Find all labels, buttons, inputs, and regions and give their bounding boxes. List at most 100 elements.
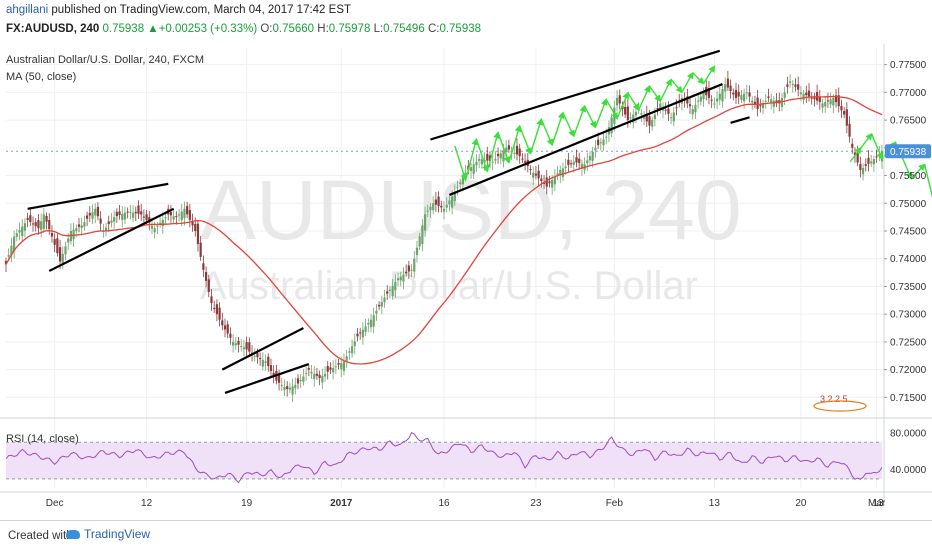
candle-body	[388, 289, 392, 292]
candle-body	[834, 95, 838, 103]
trendline	[730, 116, 750, 124]
candle-body	[164, 217, 167, 219]
candle-body	[145, 214, 148, 220]
trendlines[interactable]	[27, 49, 750, 394]
candle-body	[732, 92, 735, 95]
candle-body	[513, 152, 516, 154]
candle-body	[675, 107, 678, 109]
candle-body	[348, 351, 351, 353]
candle-body	[126, 211, 129, 213]
published-text: published on TradingView.com, March 04, …	[51, 4, 352, 16]
zigzag-arrow	[573, 104, 586, 137]
candle-body	[45, 215, 48, 222]
candle-body	[564, 166, 567, 169]
tradingview-logo[interactable]: TradingView	[66, 527, 150, 541]
candle-body	[707, 88, 711, 98]
zigzag-arrow	[562, 112, 575, 138]
close-label: C:	[427, 23, 440, 35]
candle-body	[859, 163, 862, 170]
candle-body	[718, 93, 721, 100]
candle-body	[445, 204, 448, 208]
candle-body	[807, 90, 811, 97]
candle-body	[242, 347, 246, 350]
last-price-badge-text: 0.75938	[890, 147, 927, 158]
candle-body	[215, 304, 218, 315]
candle-body	[294, 384, 297, 389]
candle-body	[713, 103, 716, 105]
rsi-legend: RSI (14, close)	[6, 433, 79, 445]
candle-body	[13, 236, 16, 252]
candle-body	[240, 346, 243, 348]
author-link[interactable]: ahgillani	[6, 4, 49, 16]
candle-body	[199, 242, 202, 257]
candle-body	[502, 150, 505, 162]
price-pane	[4, 49, 932, 402]
candle-body	[667, 108, 670, 114]
candle-body	[670, 117, 673, 119]
moving-average-line	[5, 95, 883, 365]
candle-body	[413, 258, 416, 272]
candle-body	[334, 366, 337, 368]
candle-body	[559, 170, 562, 176]
time-tick-label: 13	[872, 498, 884, 509]
series-name: Australian Dollar/U.S. Dollar, 240, FXCM	[6, 54, 204, 66]
chart-area[interactable]: AUDUSD, 240 Australian Dollar/U.S. Dolla…	[0, 44, 932, 520]
candle-body	[702, 92, 705, 99]
symbol-label[interactable]: FX:AUDUSD, 240	[6, 23, 100, 35]
zigzag-arrow	[659, 78, 672, 102]
candle-body	[172, 216, 175, 220]
price-tick-label: 0.72500	[890, 337, 927, 348]
candle-body	[332, 367, 335, 373]
candle-body	[272, 372, 275, 376]
candle-body	[323, 373, 327, 377]
candle-body	[837, 95, 840, 107]
candle-body	[53, 239, 56, 245]
price-tick-label: 0.74500	[890, 227, 927, 238]
candle-body	[129, 212, 132, 214]
candle-body	[169, 212, 173, 216]
zigzag-arrow	[486, 131, 500, 172]
candle-body	[724, 84, 727, 92]
zigzag-arrow	[475, 139, 489, 173]
candle-body	[699, 96, 702, 102]
candle-body	[4, 260, 8, 265]
candle-body	[10, 245, 13, 256]
candle-body	[315, 373, 319, 376]
candle-body	[545, 177, 548, 187]
candle-body	[131, 212, 135, 218]
zigzag-arrows[interactable]	[454, 65, 932, 231]
candle-body	[256, 353, 259, 358]
candle-body	[710, 99, 713, 101]
forecast-arrow	[849, 146, 862, 163]
candle-body	[288, 387, 291, 390]
candle-body	[518, 148, 521, 157]
candle-body	[532, 172, 535, 178]
rsi-pane	[5, 432, 883, 484]
rsi-axis[interactable]: 80.0000 40.0000	[890, 429, 927, 477]
candle-body	[534, 173, 538, 176]
candle-body	[407, 265, 410, 272]
candle-body	[386, 291, 389, 294]
candle-body	[405, 271, 408, 274]
candle-body	[259, 358, 262, 360]
candle-body	[61, 253, 64, 264]
forecast-arrow	[870, 133, 884, 161]
candle-body	[442, 208, 446, 212]
candle-body	[50, 233, 54, 237]
forecast-arrow	[923, 164, 932, 199]
candle-body	[137, 205, 140, 214]
economic-events-icon[interactable]: 3 2 2 5	[813, 394, 867, 412]
zigzag-arrow	[497, 132, 511, 164]
candle-body	[277, 373, 281, 383]
candle-body	[269, 365, 273, 372]
pane-separators	[0, 417, 932, 493]
candle-body	[805, 92, 808, 96]
zigzag-arrow	[648, 85, 662, 103]
time-tick-label: 2017	[330, 498, 353, 509]
candle-body	[221, 320, 224, 326]
candle-body	[83, 222, 86, 227]
candle-body	[556, 173, 559, 176]
candle-body	[437, 196, 440, 207]
candle-body	[429, 206, 432, 211]
